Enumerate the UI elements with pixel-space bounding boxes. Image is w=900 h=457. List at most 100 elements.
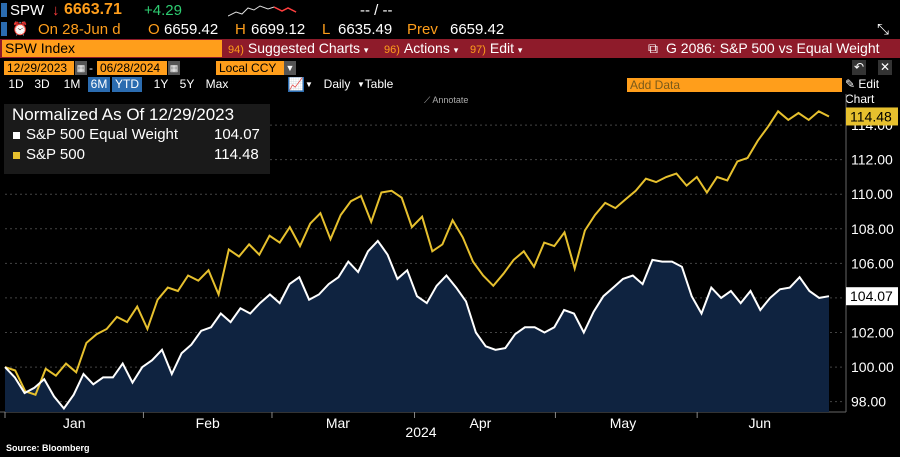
edit-num: 97) xyxy=(470,44,486,56)
frequency-select[interactable]: Daily xyxy=(323,77,351,91)
x-axis-label: 2024 xyxy=(405,424,436,439)
period-6m[interactable]: 6M xyxy=(88,77,110,92)
session-date: On 28-Jun d xyxy=(38,21,121,38)
period-ytd[interactable]: YTD xyxy=(112,77,142,92)
pencil-icon: ✎ xyxy=(845,77,856,91)
chevron-down-icon[interactable]: ▼ xyxy=(357,80,365,89)
equal-weight-line xyxy=(4,239,830,411)
legend-marker-equal-weight xyxy=(13,132,20,139)
clock-icon: ⏰ xyxy=(12,21,29,36)
line-chart-icon[interactable]: 📈 xyxy=(288,77,304,92)
actions-num: 96) xyxy=(384,44,400,56)
add-data-input[interactable]: Add Data xyxy=(627,78,842,92)
price-change: +4.29 xyxy=(144,2,182,19)
period-toolbar: 1D 3D 1M 6M YTD 1Y 5Y Max 📈 ▼ Daily ▼ Ta… xyxy=(0,77,900,106)
x-tick-label: Jun xyxy=(748,415,771,431)
actions-menu[interactable]: 96) Actions ▾ xyxy=(384,39,458,58)
chart-title-label: G 2086: S&P 500 vs Equal Weight xyxy=(666,40,880,56)
y-axis-ticks: 98.00100.00102.00104.00106.00108.00110.0… xyxy=(851,117,894,410)
session-marker xyxy=(1,22,7,36)
edit-chart-button[interactable]: ✎ Edit Chart xyxy=(845,77,900,106)
high-value: 6699.12 xyxy=(251,21,306,38)
annotate-button[interactable]: ⟋ Annotate xyxy=(424,95,468,106)
x-tick-label: Feb xyxy=(196,415,220,431)
chevron-down-icon: ▾ xyxy=(363,45,369,55)
chart-title[interactable]: ⧉ G 2086: S&P 500 vs Equal Weight xyxy=(648,39,880,58)
y-tick-label: 102.00 xyxy=(851,325,894,341)
x-axis-ticks: Jan Feb Mar Apr May Jun xyxy=(4,412,771,431)
open-label: O xyxy=(148,21,160,38)
legend-value-sp500: 114.48 xyxy=(214,146,259,163)
low-value: 6635.49 xyxy=(338,21,393,38)
legend-marker-sp500 xyxy=(13,152,20,159)
x-tick-label: May xyxy=(610,415,636,431)
legend-value-equal-weight: 104.07 xyxy=(214,126,260,143)
edit-chart-label: Edit Chart xyxy=(845,77,880,106)
external-link-icon: ⧉ xyxy=(648,40,658,56)
suggested-label: Suggested Charts xyxy=(247,40,360,56)
security-marker xyxy=(1,3,7,17)
edit-label: Edit xyxy=(489,40,515,56)
chevron-down-icon: ▾ xyxy=(517,45,523,55)
suggested-num: 94) xyxy=(228,44,244,56)
legend-title: Normalized As Of 12/29/2023 xyxy=(12,105,235,124)
chevron-down-icon: ▾ xyxy=(453,45,459,55)
menu-bar: SPW Index 94) Suggested Charts ▾ 96) Actio… xyxy=(0,39,900,58)
date-separator: - xyxy=(89,61,93,75)
security-field[interactable]: SPW Index xyxy=(2,40,222,57)
undo-icon[interactable]: ↶ xyxy=(852,60,866,75)
y-tick-label: 98.00 xyxy=(851,394,886,410)
last-value-box xyxy=(846,287,898,306)
start-date-field[interactable]: 12/29/2023 xyxy=(4,61,74,75)
y-tick-label: 108.00 xyxy=(851,221,894,237)
suggested-charts-menu[interactable]: 94) Suggested Charts ▾ xyxy=(228,39,368,58)
period-1d[interactable]: 1D xyxy=(8,77,24,91)
edit-menu[interactable]: 97) Edit ▾ xyxy=(470,39,522,58)
open-value: 6659.42 xyxy=(164,21,219,38)
table-button[interactable]: Table xyxy=(364,77,394,91)
period-1y[interactable]: 1Y xyxy=(153,77,169,91)
prev-label: Prev xyxy=(407,21,438,38)
last-value-labels: 114.48 104.07 xyxy=(846,107,898,306)
x-tick-label: Apr xyxy=(470,415,492,431)
high-label: H xyxy=(235,21,246,38)
legend: Normalized As Of 12/29/2023 S&P 500 Equa… xyxy=(4,104,270,174)
bid-ask: -- / -- xyxy=(360,2,393,19)
last-price: 6663.71 xyxy=(64,1,122,18)
y-tick-label: 100.00 xyxy=(851,359,894,375)
actions-label: Actions xyxy=(403,40,450,56)
last-value-box xyxy=(846,107,898,126)
period-3d[interactable]: 3D xyxy=(34,77,50,91)
y-tick-label: 110.00 xyxy=(851,186,893,202)
last-value-label: 104.07 xyxy=(850,288,893,304)
chevron-down-icon[interactable]: ▼ xyxy=(305,80,313,89)
legend-label-sp500: S&P 500 xyxy=(26,146,85,163)
end-date-field[interactable]: 06/28/2024 xyxy=(97,61,167,75)
equal-weight-area xyxy=(5,240,829,412)
legend-label-equal-weight: S&P 500 Equal Weight xyxy=(26,126,179,143)
chevron-down-icon[interactable]: ▼ xyxy=(284,61,296,75)
y-tick-label: 106.00 xyxy=(851,255,894,271)
prev-value: 6659.42 xyxy=(450,21,505,38)
last-value-label: 114.48 xyxy=(850,108,892,124)
ticker-label[interactable]: SPW xyxy=(10,2,45,19)
down-arrow-icon: ↓ xyxy=(52,2,60,19)
calendar-icon[interactable]: ▦ xyxy=(168,61,180,75)
currency-select[interactable]: Local CCY xyxy=(216,61,284,75)
quote-header: SPW ↓ 6663.71 +4.29 -- / -- xyxy=(0,0,900,20)
sp500-line xyxy=(4,109,830,396)
x-tick-label: Mar xyxy=(326,415,350,431)
low-label: L xyxy=(322,21,331,38)
sparkline-icon xyxy=(228,5,297,17)
expand-icon[interactable]: ⤡ xyxy=(877,21,890,38)
line-chart[interactable]: 98.00100.00102.00104.00106.00108.00110.0… xyxy=(0,94,900,439)
close-icon[interactable]: ✕ xyxy=(878,60,892,75)
session-stats: ⏰ On 28-Jun d O 6659.42 H 6699.12 L 6635… xyxy=(0,20,900,39)
period-max[interactable]: Max xyxy=(205,77,229,91)
period-5y[interactable]: 5Y xyxy=(179,77,195,91)
annotate-label: Annotate xyxy=(432,95,469,105)
y-tick-label: 112.00 xyxy=(851,152,893,168)
calendar-icon[interactable]: ▦ xyxy=(75,61,87,75)
source-note: Source: Bloomberg xyxy=(6,443,90,453)
period-1m[interactable]: 1M xyxy=(63,77,81,91)
